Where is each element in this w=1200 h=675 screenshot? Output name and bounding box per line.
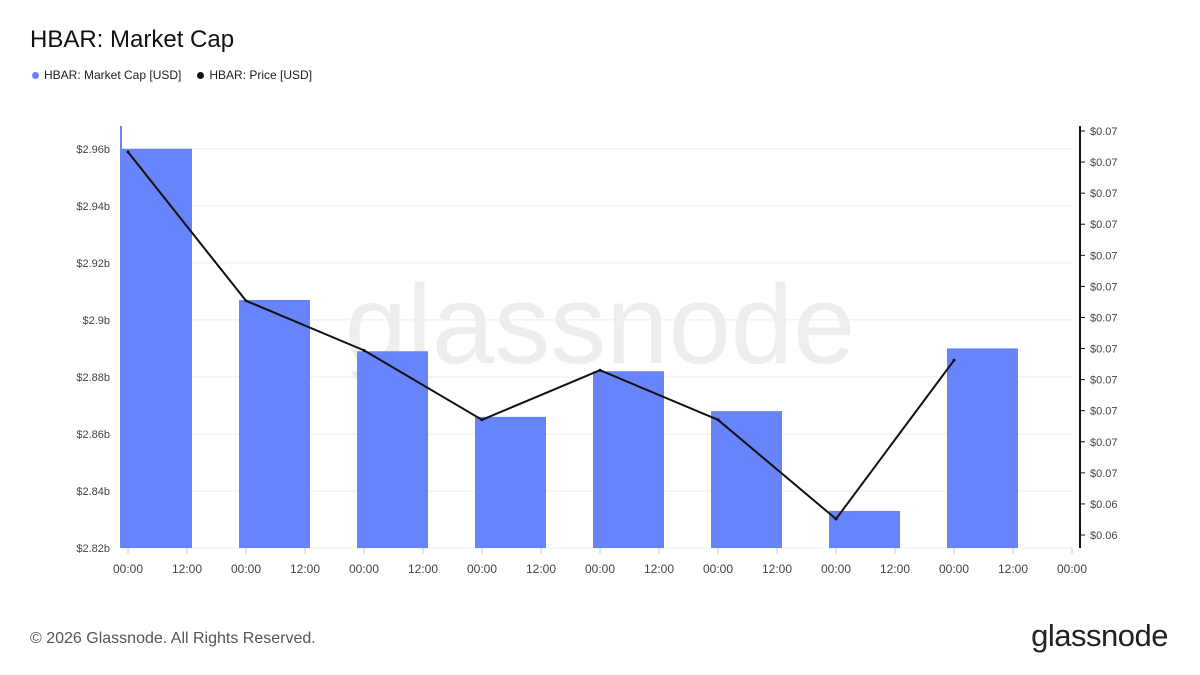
price-point [480, 418, 484, 422]
market-cap-bar [829, 510, 900, 548]
x-tick-label: 00:00 [231, 562, 261, 576]
legend-item-market-cap[interactable]: HBAR: Market Cap [USD] [32, 68, 181, 82]
legend: HBAR: Market Cap [USD] HBAR: Price [USD] [32, 68, 312, 82]
chart-title: HBAR: Market Cap [30, 26, 235, 53]
y-right-tick-label: $0.07 [1090, 406, 1118, 418]
price-point [834, 517, 838, 521]
x-tick-label: 00:00 [939, 562, 969, 576]
x-tick-label: 12:00 [644, 562, 674, 576]
y-left-tick-label: $2.92b [76, 258, 110, 270]
market-cap-bar [121, 148, 192, 549]
price-point [716, 418, 720, 422]
y-left-tick-label: $2.86b [76, 429, 110, 441]
x-tick-label: 12:00 [998, 562, 1028, 576]
price-point [598, 368, 602, 372]
chart-area: glassnode $2.96b$2.94b$2.92b$2.9b$2.88b$… [76, 126, 1118, 576]
watermark: glassnode [345, 262, 856, 387]
market-cap-bar [711, 411, 782, 548]
y-right-tick-label: $0.07 [1090, 375, 1118, 387]
y-left-tick-label: $2.88b [76, 372, 110, 384]
y-left-tick-label: $2.82b [76, 543, 110, 555]
market-cap-bar [593, 371, 664, 548]
y-right-tick-label: $0.07 [1090, 468, 1118, 480]
y-right-tick-label: $0.06 [1090, 530, 1118, 542]
x-tick-label: 00:00 [703, 562, 733, 576]
y-right-tick-label: $0.06 [1090, 499, 1118, 511]
copyright-text: © 2026 Glassnode. All Rights Reserved. [30, 630, 316, 647]
price-point [244, 299, 248, 303]
price-point [952, 358, 956, 362]
x-tick-label: 12:00 [290, 562, 320, 576]
y-right-tick-label: $0.07 [1090, 188, 1118, 200]
legend-marker-market-cap [32, 71, 39, 79]
market-cap-bar [357, 351, 428, 548]
y-left-tick-label: $2.96b [76, 144, 110, 156]
y-axis-right: $0.07 $0.07 $0.07 $0.07 $0.07 $0.07 $0.07 $0.07… [1080, 126, 1118, 542]
legend-label-market-cap: HBAR: Market Cap [USD] [44, 68, 182, 82]
x-tick-label: 12:00 [880, 562, 910, 576]
y-right-tick-label: $0.07 [1090, 126, 1118, 138]
x-tick-label: 00:00 [467, 562, 497, 576]
legend-item-price[interactable]: HBAR: Price [USD] [197, 68, 312, 82]
y-right-tick-label: $0.07 [1090, 157, 1118, 169]
x-tick-label: 12:00 [172, 562, 202, 576]
y-right-tick-label: $0.07 [1090, 281, 1118, 293]
y-right-tick-label: $0.07 [1090, 344, 1118, 356]
market-cap-bar [239, 299, 310, 548]
legend-label-price: HBAR: Price [USD] [209, 68, 313, 82]
bar-series [121, 148, 1018, 549]
market-cap-bar [475, 416, 546, 548]
x-tick-label: 12:00 [526, 562, 556, 576]
x-tick-label: 12:00 [762, 562, 792, 576]
axes [120, 126, 1081, 548]
price-line [127, 151, 955, 520]
price-point [362, 348, 366, 352]
price-point [126, 150, 130, 154]
y-right-tick-label: $0.07 [1090, 312, 1118, 324]
brand-logo: glassnode [1031, 618, 1168, 653]
x-tick-label: 12:00 [408, 562, 438, 576]
x-tick-label: 00:00 [585, 562, 615, 576]
y-left-tick-label: $2.94b [76, 201, 110, 213]
y-left-tick-label: $2.9b [82, 315, 110, 327]
x-axis: 00:00 12:00 00:00 12:00 00:00 12:00 00:00 12:00… [113, 548, 1087, 576]
y-right-tick-label: $0.07 [1090, 219, 1118, 231]
x-tick-label: 00:00 [349, 562, 379, 576]
y-right-tick-label: $0.07 [1090, 250, 1118, 262]
x-tick-label: 00:00 [113, 562, 143, 576]
price-line-series [126, 150, 956, 521]
x-tick-label: 00:00 [1057, 562, 1087, 576]
x-tick-label: 00:00 [821, 562, 851, 576]
y-axis-left: $2.96b $2.94b $2.92b $2.9b $2.88b $2.86b $2.84… [76, 144, 110, 555]
y-left-tick-label: $2.84b [76, 486, 110, 498]
market-cap-bar [947, 348, 1018, 548]
legend-marker-price [197, 71, 205, 79]
y-right-tick-label: $0.07 [1090, 437, 1118, 449]
